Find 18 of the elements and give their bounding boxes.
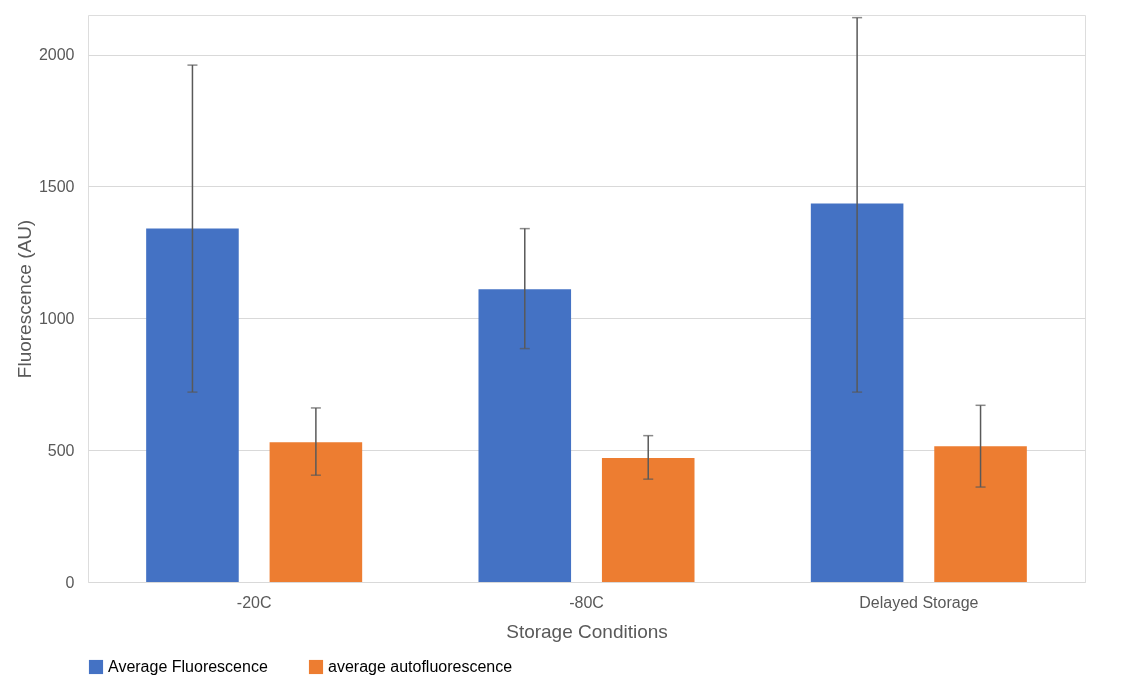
bar <box>146 228 239 582</box>
bar <box>810 203 904 582</box>
bar <box>601 458 695 582</box>
y-tick-label: 2000 <box>38 46 75 64</box>
x-tick-label: Delayed Storage <box>859 593 979 611</box>
y-tick-label: 0 <box>65 573 75 591</box>
bar <box>269 442 363 582</box>
legend-label: Average Fluorescence <box>108 658 268 675</box>
y-axis-title: Fluorescence (AU) <box>13 219 35 379</box>
bar <box>934 446 1027 582</box>
y-tick-label: 1500 <box>38 177 75 195</box>
legend-label: average autofluorescence <box>328 658 513 675</box>
y-tick-label: 1000 <box>38 309 75 327</box>
x-axis-title: Storage Conditions <box>506 620 668 642</box>
x-tick-label: -80C <box>569 593 604 611</box>
x-tick-label: -20C <box>236 593 272 611</box>
y-tick-label: 500 <box>47 441 75 459</box>
bar <box>478 289 572 582</box>
